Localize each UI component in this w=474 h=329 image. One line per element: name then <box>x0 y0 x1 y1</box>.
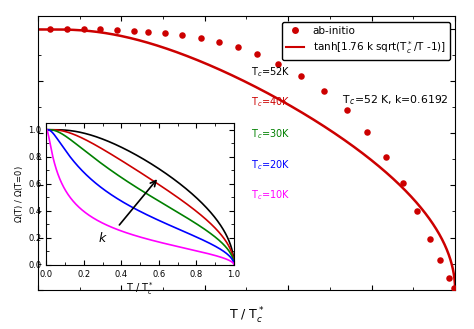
Point <box>343 107 350 113</box>
Point <box>450 286 457 291</box>
Point <box>399 181 407 186</box>
Point <box>426 236 434 241</box>
Legend: ab-initio, tanh[1.76 k sqrt(T$_c^*$/T -1)]: ab-initio, tanh[1.76 k sqrt(T$_c^*$/T -1… <box>282 22 450 60</box>
Point <box>46 27 54 32</box>
Text: T$_c$=52 K, k=0.6192: T$_c$=52 K, k=0.6192 <box>329 93 449 107</box>
Point <box>445 275 453 280</box>
Point <box>383 154 390 160</box>
Point <box>64 27 71 32</box>
Point <box>297 74 304 79</box>
Point <box>364 129 371 134</box>
Point <box>320 89 328 94</box>
Text: T$_c$=52K: T$_c$=52K <box>251 65 290 79</box>
Point <box>145 29 152 35</box>
Text: T$_c$=30K: T$_c$=30K <box>251 127 290 141</box>
Point <box>80 27 88 32</box>
Text: T$_c$=10K: T$_c$=10K <box>251 189 290 202</box>
Text: T / T$_c^*$: T / T$_c^*$ <box>229 306 264 326</box>
Point <box>161 31 169 36</box>
Point <box>437 257 444 263</box>
Point <box>253 52 261 57</box>
Text: T$_c$=40K: T$_c$=40K <box>251 95 290 109</box>
Text: T$_c$=20K: T$_c$=20K <box>251 158 290 172</box>
Point <box>178 33 186 38</box>
Point <box>97 27 104 32</box>
Point <box>113 28 121 33</box>
Point <box>234 44 242 50</box>
Point <box>414 208 421 214</box>
Point <box>274 61 282 66</box>
Point <box>197 35 204 40</box>
Point <box>216 39 223 44</box>
Point <box>130 28 137 34</box>
